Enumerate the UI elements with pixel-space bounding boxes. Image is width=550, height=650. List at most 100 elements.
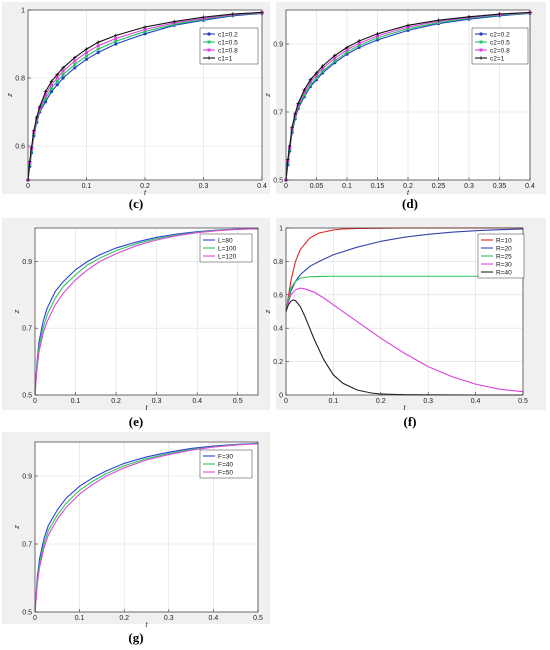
series-line-f-2 bbox=[285, 275, 523, 312]
x-tick-label: 0.2 bbox=[376, 398, 386, 405]
series-line-e-0 bbox=[34, 228, 259, 396]
data-point bbox=[357, 43, 361, 47]
x-tick-label: 0.2 bbox=[140, 183, 150, 190]
data-point bbox=[85, 51, 88, 54]
y-axis-label: z bbox=[265, 309, 272, 314]
data-point bbox=[308, 80, 312, 84]
x-tick-label: 0.3 bbox=[152, 398, 162, 405]
legend-entry: L=100 bbox=[218, 245, 237, 252]
legend-entry: c1=1 bbox=[218, 55, 233, 62]
x-tick-label: 0.1 bbox=[342, 183, 352, 190]
x-tick-label: 0.5 bbox=[233, 398, 243, 405]
legend-entry: c2=1 bbox=[490, 55, 505, 62]
y-tick-label: 0.8 bbox=[15, 76, 25, 83]
data-point bbox=[333, 59, 337, 63]
x-tick-label: 0.4 bbox=[471, 398, 481, 405]
chart-d: 0 0.05 0.1 0.15 0.2 0.25 0.3 0.35 0.4 0.5 0.7 0.9 t z… bbox=[265, 2, 546, 211]
data-point bbox=[345, 50, 349, 54]
y-tick-label: 0.9 bbox=[273, 42, 283, 49]
y-tick-label: 0.9 bbox=[22, 474, 32, 481]
x-axis-label: t bbox=[404, 405, 407, 412]
x-axis-label: t bbox=[407, 190, 410, 197]
y-tick-label: 0.4 bbox=[273, 326, 283, 333]
x-tick-label: 0.1 bbox=[82, 183, 92, 190]
y-axis-label: z bbox=[14, 525, 21, 530]
legend-marker bbox=[207, 32, 211, 36]
x-tick-label: 0 bbox=[284, 398, 288, 405]
plot-border bbox=[285, 227, 524, 396]
x-axis-label: t bbox=[146, 622, 149, 629]
data-point bbox=[321, 66, 325, 70]
panel-caption: (c) bbox=[129, 196, 143, 211]
x-tick-label: 0.2 bbox=[111, 398, 121, 405]
data-point bbox=[376, 36, 379, 40]
data-point bbox=[55, 83, 59, 87]
x-axis-label: t bbox=[146, 405, 149, 412]
x-tick-label: 0.5 bbox=[253, 615, 263, 622]
y-tick-label: 0 bbox=[279, 393, 283, 400]
chart-e: 0 0.1 0.2 0.3 0.4 0.5 0.5 0.7 0.9 t z L=80L=100L=12… bbox=[2, 218, 270, 429]
data-point bbox=[302, 90, 306, 94]
series-line-g-1 bbox=[34, 443, 259, 613]
y-tick-label: 0.9 bbox=[22, 259, 32, 266]
data-point bbox=[73, 66, 77, 70]
x-tick-label: 0.3 bbox=[164, 615, 174, 622]
x-tick-label: 0.4 bbox=[192, 398, 202, 405]
data-point bbox=[143, 32, 147, 36]
x-tick-label: 0.2 bbox=[403, 183, 413, 190]
x-tick-label: 0.15 bbox=[371, 183, 385, 190]
data-point bbox=[321, 69, 325, 73]
x-tick-label: 0.3 bbox=[423, 398, 433, 405]
legend-entry: R=25 bbox=[496, 253, 512, 260]
x-tick-label: 0.5 bbox=[518, 398, 528, 405]
x-tick-label: 0.1 bbox=[71, 398, 81, 405]
x-tick-label: 0.05 bbox=[310, 183, 324, 190]
legend-marker bbox=[207, 40, 211, 44]
data-point bbox=[85, 54, 88, 58]
y-axis-label: z bbox=[265, 93, 272, 98]
y-tick-label: 0.5 bbox=[22, 393, 32, 400]
legend-entry: c1=0.2 bbox=[218, 31, 238, 38]
legend-entry: R=40 bbox=[496, 269, 512, 276]
panel-caption: (g) bbox=[128, 630, 143, 645]
data-point bbox=[376, 34, 379, 38]
x-tick-label: 0.35 bbox=[493, 183, 507, 190]
y-tick-label: 0.6 bbox=[15, 144, 25, 151]
legend-entry: R=20 bbox=[496, 245, 512, 252]
data-point bbox=[61, 73, 65, 77]
data-point bbox=[44, 96, 48, 100]
legend-entry: R=30 bbox=[496, 261, 512, 268]
panel-caption: (e) bbox=[129, 414, 143, 429]
y-tick-label: 0.7 bbox=[22, 326, 32, 333]
panel-caption: (d) bbox=[402, 196, 418, 211]
x-tick-label: 0.1 bbox=[75, 615, 85, 622]
data-point bbox=[302, 93, 306, 97]
chart-c: 0 0.1 0.2 0.3 0.4 0.6 0.8 1 t z c1=0.2c1=0.5c1=0.8… bbox=[2, 2, 270, 211]
x-tick-label: 0.3 bbox=[199, 183, 209, 190]
data-point bbox=[114, 37, 118, 41]
data-point bbox=[49, 86, 53, 90]
data-point bbox=[96, 47, 100, 51]
series-line-g-0 bbox=[34, 442, 259, 613]
legend-entry: c1=0.5 bbox=[218, 39, 238, 46]
y-tick-label: 0.7 bbox=[22, 542, 32, 549]
data-point bbox=[357, 41, 361, 45]
legend-entry: L=80 bbox=[218, 237, 233, 244]
data-point bbox=[345, 48, 349, 52]
legend-entry: c2=0.2 bbox=[490, 31, 510, 38]
y-tick-label: 0.5 bbox=[22, 610, 32, 617]
panel-caption: (f) bbox=[404, 414, 417, 429]
x-tick-label: 0.4 bbox=[525, 183, 535, 190]
data-point bbox=[308, 83, 312, 87]
x-tick-label: 0.2 bbox=[119, 615, 129, 622]
y-tick-label: 0.2 bbox=[273, 359, 283, 366]
x-tick-label: 0 bbox=[33, 398, 37, 405]
y-axis-label: z bbox=[7, 93, 14, 98]
legend-entry: F=50 bbox=[218, 469, 233, 476]
data-point bbox=[114, 39, 118, 43]
chart-f: 0 0.1 0.2 0.3 0.4 0.5 0 0.2 0.4 0.6 0.8 1 t z R=10R=20… bbox=[265, 218, 546, 429]
series-line-f-3 bbox=[285, 287, 524, 393]
plot-border bbox=[34, 441, 259, 613]
data-point bbox=[61, 69, 65, 73]
